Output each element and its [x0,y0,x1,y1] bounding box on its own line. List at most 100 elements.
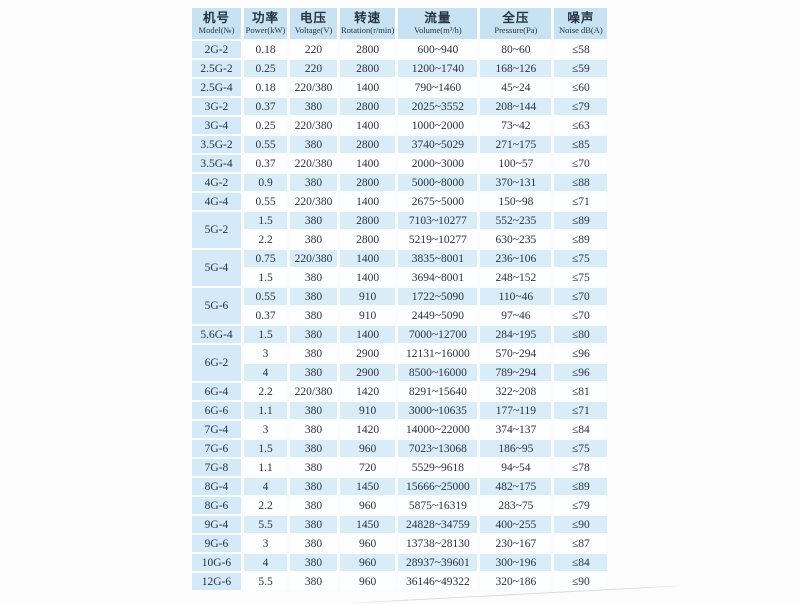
power-cell: 0.75 [244,250,287,267]
table-row: 5.6G-4 1.5 380 1400 7000~12700 284~195 ≤80 [192,326,608,343]
table-row: 5G-4 0.75 220/380 1400 3835~8001 236~106 ≤75 [192,250,608,286]
pressure-cell: 150~98 [480,193,552,210]
model-cell: 9G-6 [192,535,241,552]
model-cell: 3G-4 [192,117,241,134]
model-cell: 3G-2 [192,98,241,115]
voltage-cell: 380 [290,421,337,438]
rotation-cell: 720 [340,459,396,476]
noise-cell: ≤58 [554,41,608,58]
pressure-cell: 236~106 [480,250,552,267]
volume-cell: 1722~5090 [398,288,478,305]
power-cell: 4 [244,364,287,381]
power-cell: 0.37 [244,307,287,324]
model-cell: 4G-4 [192,193,241,210]
volume-cell: 15666~25000 [398,478,478,495]
voltage-cell: 380 [290,288,337,305]
header-model-en: Model(№) [198,25,235,35]
noise-cell: ≤89 [554,478,608,495]
volume-cell: 14000~22000 [398,421,478,438]
rotation-cell: 2800 [340,231,396,248]
pressure-cell: 400~255 [480,516,552,533]
power-cell: 4 [244,478,287,495]
power-cell: 0.9 [244,174,287,191]
rotation-cell: 1400 [340,269,396,286]
model-cell: 7G-8 [192,459,241,476]
table-row: 0.37 380 910 2449~5090 97~46 ≤70 [192,307,608,324]
header-volume: 流量 Volume(m³/h) [398,8,478,39]
voltage-cell: 220/380 [290,193,337,210]
header-pressure-en: Pressure(Pa) [494,25,538,35]
rotation-cell: 910 [340,288,396,305]
pressure-cell: 322~208 [480,383,552,400]
pressure-cell: 97~46 [480,307,552,324]
fan-spec-table: 机号 Model(№) 功率 Power(kW) 电压 Voltage(V) 转… [189,6,610,592]
rotation-cell: 2800 [340,212,396,229]
volume-cell: 5000~8000 [398,174,478,191]
power-cell: 2.2 [244,383,287,400]
power-cell: 0.25 [244,60,287,77]
noise-cell: ≤75 [554,250,608,267]
rotation-cell: 2800 [340,41,396,58]
model-cell: 8G-4 [192,478,241,495]
voltage-cell: 380 [290,326,337,343]
voltage-cell: 380 [290,497,337,514]
pressure-cell: 45~24 [480,79,552,96]
voltage-cell: 380 [290,459,337,476]
rotation-cell: 2900 [340,345,396,362]
volume-cell: 24828~34759 [398,516,478,533]
pressure-cell: 208~144 [480,98,552,115]
pressure-cell: 110~46 [480,288,552,305]
voltage-cell: 380 [290,136,337,153]
pressure-cell: 100~57 [480,155,552,172]
table-row: 9G-4 5.5 380 1450 24828~34759 400~255 ≤90 [192,516,608,533]
rotation-cell: 1420 [340,383,396,400]
model-cell: 8G-6 [192,497,241,514]
noise-cell: ≤89 [554,212,608,229]
voltage-cell: 380 [290,554,337,571]
table-row: 5G-6 0.55 380 910 1722~5090 110~46 ≤70 [192,288,608,324]
spec-table-body: 2G-2 0.18 220 2800 600~940 80~60 ≤58 2.5G-2 0.25… [192,41,608,590]
model-cell: 5G-6 [192,288,241,324]
table-header: 机号 Model(№) 功率 Power(kW) 电压 Voltage(V) 转… [192,8,608,39]
volume-cell: 3000~10635 [398,402,478,419]
volume-cell: 3740~5029 [398,136,478,153]
header-voltage-zh: 电压 [299,11,327,25]
voltage-cell: 380 [290,307,337,324]
rotation-cell: 2900 [340,364,396,381]
power-cell: 1.5 [244,326,287,343]
rotation-cell: 1400 [340,79,396,96]
table-row: 2.5G-2 0.25 220 2800 1200~1740 168~126 ≤59 [192,60,608,77]
rotation-cell: 1420 [340,421,396,438]
header-power-en: Power(kW) [245,25,286,35]
power-cell: 5.5 [244,573,287,590]
voltage-cell: 380 [290,231,337,248]
volume-cell: 790~1460 [398,79,478,96]
noise-cell: ≤71 [554,193,608,210]
rotation-cell: 960 [340,554,396,571]
volume-cell: 5529~9618 [398,459,478,476]
voltage-cell: 380 [290,269,337,286]
rotation-cell: 960 [340,440,396,457]
power-cell: 3 [244,421,287,438]
volume-cell: 5875~16319 [398,497,478,514]
volume-cell: 2449~5090 [398,307,478,324]
pressure-cell: 80~60 [480,41,552,58]
voltage-cell: 380 [290,516,337,533]
rotation-cell: 1400 [340,326,396,343]
noise-cell: ≤70 [554,155,608,172]
voltage-cell: 380 [290,98,337,115]
table-row: 3.5G-4 0.37 220/380 1400 2000~3000 100~57 ≤70 [192,155,608,172]
model-cell: 7G-4 [192,421,241,438]
noise-cell: ≤78 [554,459,608,476]
voltage-cell: 380 [290,345,337,362]
power-cell: 1.1 [244,459,287,476]
model-cell: 2.5G-2 [192,60,241,77]
power-cell: 1.5 [244,440,287,457]
table-row: 12G-6 5.5 380 960 36146~49322 320~186 ≤90 [192,573,608,590]
volume-cell: 2675~5000 [398,193,478,210]
model-cell: 9G-4 [192,516,241,533]
voltage-cell: 220/380 [290,250,337,267]
table-row: 2.5G-4 0.18 220/380 1400 790~1460 45~24 ≤60 [192,79,608,96]
power-cell: 0.37 [244,155,287,172]
voltage-cell: 220/380 [290,117,337,134]
